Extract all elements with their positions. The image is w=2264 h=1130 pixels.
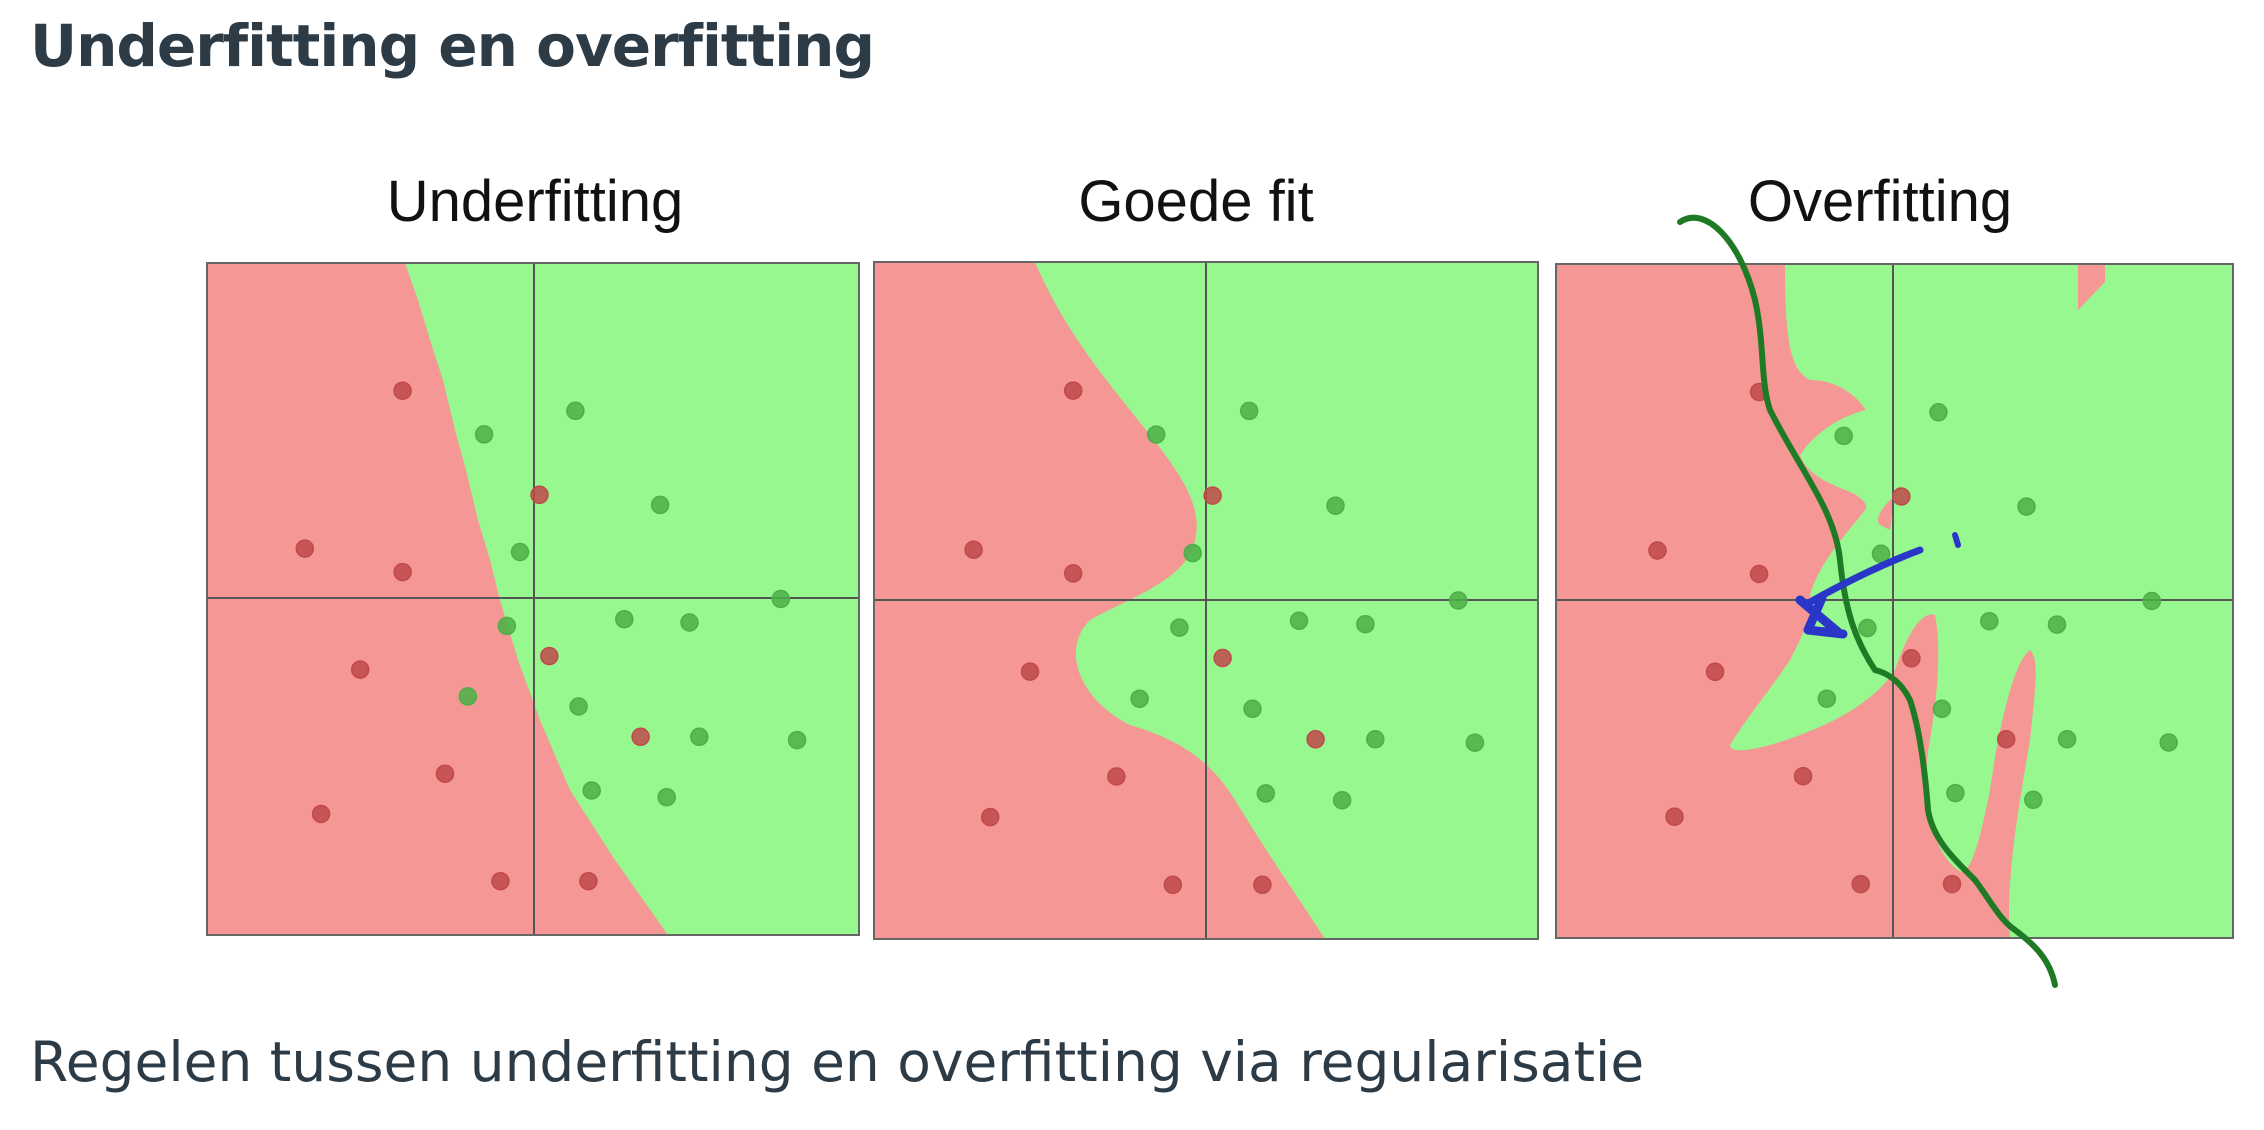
red-data-point (1996, 729, 2016, 749)
green-data-point (1243, 699, 1262, 719)
panel-frame (206, 262, 860, 936)
green-data-point (497, 616, 517, 636)
green-data-point (1130, 689, 1149, 708)
data-points (1648, 382, 2178, 894)
green-data-point (569, 697, 588, 716)
green-data-point (690, 727, 709, 747)
red-data-point (491, 871, 510, 891)
green-data-point (2057, 729, 2077, 749)
red-data-point (435, 764, 455, 783)
red-data-point (1107, 767, 1126, 786)
green-data-point (1256, 784, 1276, 803)
green-data-point (1356, 614, 1375, 634)
green-data-point (2047, 615, 2067, 634)
green-data-point (1858, 618, 1877, 638)
green-data-point (615, 609, 634, 629)
red-data-point (964, 540, 983, 559)
red-data-point (1892, 487, 1911, 506)
red-data-point (579, 871, 598, 891)
red-data-point (631, 727, 650, 747)
green-data-point (510, 542, 530, 562)
red-data-point (1306, 730, 1325, 749)
green-data-point (1183, 543, 1202, 563)
green-data-point (1332, 790, 1352, 810)
green-data-point (787, 730, 807, 750)
panel-underfitting (206, 262, 860, 936)
red-data-point (1020, 662, 1040, 681)
green-data-point (1170, 618, 1189, 637)
panel-title-underfitting: Underfitting (386, 169, 684, 234)
green-data-point (2142, 591, 2162, 611)
red-data-point (1902, 649, 1921, 668)
panel-frame (1555, 263, 2234, 939)
red-data-point (393, 562, 412, 582)
green-data-point (1289, 611, 1309, 631)
green-data-point (1929, 403, 1948, 422)
green-data-point (474, 425, 494, 444)
red-data-point (393, 381, 412, 400)
green-freehand-boundary (1677, 214, 2058, 988)
red-data-point (1063, 564, 1083, 583)
panel-overfitting (1555, 263, 2234, 939)
green-data-point (1239, 401, 1259, 421)
green-data-point (1465, 733, 1485, 752)
red-data-point (1648, 541, 1667, 560)
green-data-point (1366, 730, 1385, 749)
blue-cross-mark-stroke (1803, 593, 1848, 639)
red-data-point (1063, 381, 1083, 400)
panel-good-fit (873, 261, 1539, 940)
green-data-point (771, 589, 791, 609)
red-data-point (1213, 648, 1232, 668)
red-data-point (295, 539, 315, 558)
red-data-point (1793, 766, 1813, 786)
panel-title-overfitting: Overfitting (1747, 169, 2013, 234)
red-data-point (540, 646, 559, 666)
red-data-point (350, 660, 370, 679)
red-data-point (530, 485, 549, 505)
red-data-point (1253, 875, 1272, 895)
green-data-point (1449, 591, 1468, 610)
red-data-point (1942, 874, 1962, 894)
green-data-point (1834, 426, 1853, 446)
green-data-point (680, 613, 699, 632)
subtitle: Regelen tussen underfitting en overfitti… (30, 1030, 1645, 1094)
red-data-point (311, 804, 331, 824)
green-data-point (1980, 611, 1999, 631)
green-data-point (566, 401, 585, 421)
data-points (295, 381, 807, 891)
red-data-point (1749, 564, 1769, 584)
red-data-point (1665, 807, 1684, 826)
green-data-point (650, 495, 670, 515)
green-data-point (1817, 689, 1837, 708)
red-data-point (1705, 662, 1725, 682)
data-points (964, 381, 1485, 895)
green-data-point (2017, 497, 2036, 516)
green-data-point (1932, 699, 1952, 719)
green-data-point (582, 781, 601, 800)
green-data-point (2159, 733, 2178, 752)
red-data-point (1203, 486, 1222, 505)
blue-freehand-tick (1952, 532, 1961, 548)
page-title: Underfitting en overfitting (30, 12, 875, 80)
red-data-point (980, 807, 1000, 827)
green-data-point (2024, 790, 2043, 810)
red-data-point (1163, 875, 1183, 895)
blue-freehand-stroke (1801, 546, 1924, 609)
green-data-point (458, 687, 478, 706)
red-data-point (1851, 874, 1870, 894)
panel-frame (873, 261, 1539, 940)
panel-title-good-fit: Goede fit (1078, 169, 1314, 234)
green-data-point (657, 787, 676, 807)
green-data-point (1946, 783, 1965, 803)
green-data-point (1146, 425, 1166, 444)
green-data-point (1326, 496, 1345, 515)
